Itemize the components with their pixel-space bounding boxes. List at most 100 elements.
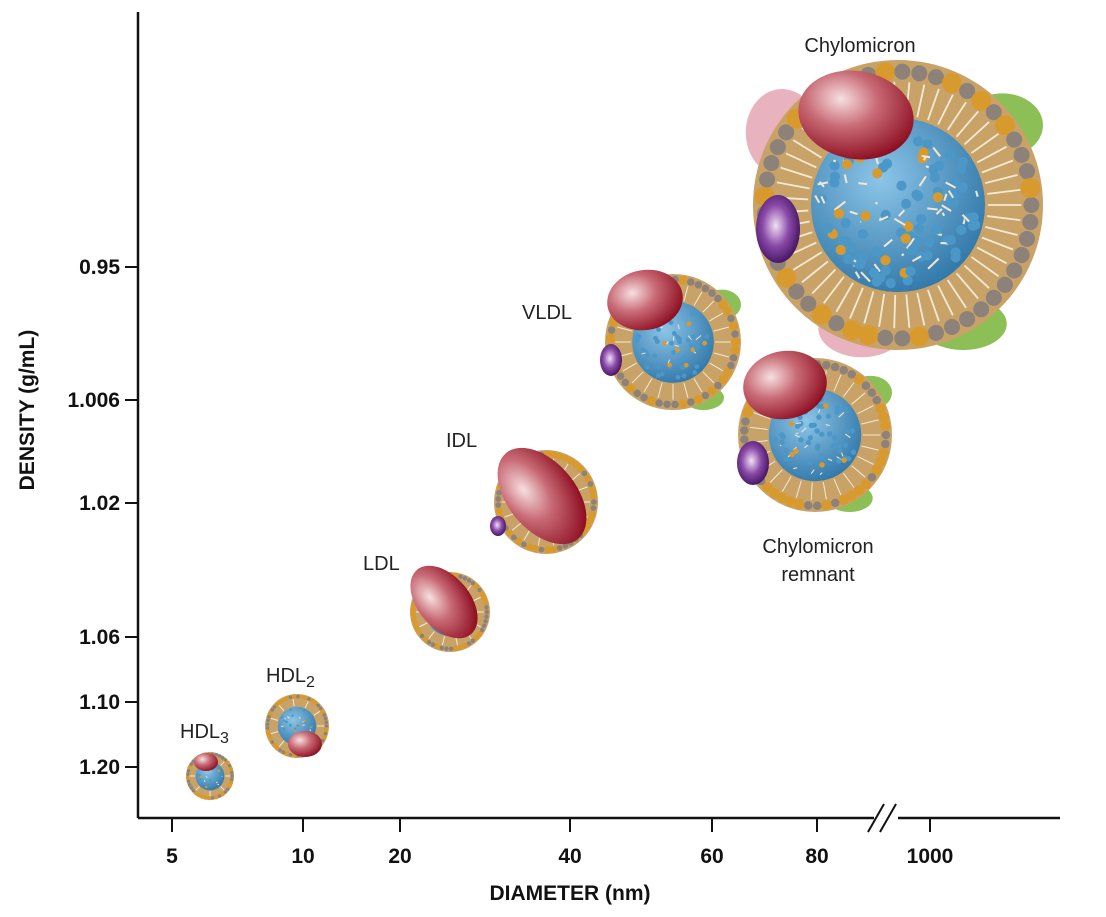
cholesterol-molecule [867, 388, 877, 397]
phospholipid-head [200, 794, 205, 799]
phospholipid-tail [709, 362, 724, 372]
cholesterol-molecule [943, 318, 961, 335]
cholesterol-molecule [186, 772, 190, 776]
phospholipid-tail [927, 88, 940, 121]
core-molecule [831, 435, 838, 441]
phospholipid-head [265, 729, 271, 734]
core-molecule [294, 727, 297, 730]
triglyceride-chain [921, 154, 931, 159]
triglyceride-chain [817, 181, 829, 186]
triglyceride-chain [878, 215, 889, 222]
phospholipid-tail [843, 472, 855, 488]
triglyceride-chain [858, 182, 868, 186]
phospholipid-tail [863, 291, 875, 324]
phospholipid-tail [963, 264, 990, 289]
core-molecule [640, 347, 646, 353]
triglyceride-chain [943, 193, 948, 202]
phospholipid-head [266, 733, 272, 738]
phospholipid-head [589, 492, 597, 500]
core-molecule [967, 220, 978, 231]
y-tick-label: 1.20 [79, 756, 120, 779]
triglyceride-chain [819, 472, 823, 476]
cholesterol-molecule [223, 758, 227, 762]
cholesterol-molecule [186, 779, 191, 783]
phospholipid-head [275, 702, 280, 707]
cholesterol-molecule [439, 645, 445, 651]
cholesterol-molecule [189, 786, 194, 790]
cholesterol-molecule [872, 395, 881, 405]
phospholipid-tail [981, 236, 1014, 251]
label-subscript: 3 [220, 730, 229, 747]
phospholipid-head [214, 795, 219, 800]
core-molecule [913, 223, 925, 234]
phospholipid-head [722, 368, 733, 378]
phospholipid-tail [702, 300, 715, 313]
phospholipid-tail [511, 522, 522, 531]
particle-label-ldl: LDL [363, 553, 400, 575]
phospholipid-head [531, 545, 539, 553]
cholesterol-molecule [496, 489, 502, 496]
cholesterol-molecule [448, 646, 454, 651]
core-molecule [871, 246, 882, 257]
cholesterol-molecule [616, 372, 625, 380]
core-molecule [829, 177, 840, 188]
core-molecule [929, 172, 940, 183]
core-molecule [922, 250, 933, 261]
phospholipid-tail [657, 382, 663, 398]
cholesterol-molecule [803, 501, 813, 510]
core-molecule [850, 449, 857, 455]
phospholipid-head [284, 751, 290, 756]
core-molecule [291, 714, 294, 717]
cholesterol-molecule [847, 370, 856, 379]
triglyceride-chain [941, 212, 946, 217]
phospholipid-head [821, 499, 832, 511]
core-molecule [685, 337, 691, 343]
triglyceride-chain [665, 341, 669, 345]
phospholipid-tail [976, 246, 1008, 265]
phospholipid-tail [835, 282, 854, 313]
triglyceride-chain [833, 200, 847, 211]
triglyceride-chain [874, 201, 879, 205]
core-molecule [819, 431, 825, 438]
cholesterol-molecule [640, 393, 648, 402]
phospholipid-tail [220, 761, 225, 766]
phospholipid-head [473, 634, 480, 641]
phospholipid-head [878, 411, 889, 423]
triglyceride-chain [695, 335, 702, 341]
core-molecule [846, 242, 857, 253]
core-molecule [282, 728, 286, 731]
phospholipid-tail [937, 285, 954, 316]
core-molecule [772, 436, 778, 443]
phospholipid-tail [693, 291, 703, 306]
phospholipid-tail [970, 256, 1000, 277]
particle-label-idl: IDL [446, 430, 477, 452]
cholesterol-molecule [230, 774, 234, 778]
phospholipid-head [769, 487, 780, 499]
phospholipid-head [411, 616, 417, 622]
phospholipid-tail [984, 226, 1018, 236]
phospholipid-head [776, 267, 797, 288]
triglyceride-chain [932, 146, 942, 157]
phospholipid-head [793, 498, 805, 510]
phospholipid-head [299, 694, 304, 700]
core-molecule [217, 769, 221, 773]
phospholipid-tail [785, 152, 817, 169]
cholesterol-molecule [828, 315, 845, 332]
phospholipid-head [322, 734, 327, 740]
cholesterol-molecule [323, 731, 328, 736]
core-molecule [694, 364, 700, 369]
core-molecule [704, 334, 710, 339]
cholesterol-molecule [296, 694, 300, 699]
phospholipid-head [422, 636, 428, 642]
core-molecule [901, 198, 912, 209]
apoprotein-b-icon [288, 731, 322, 757]
triglyceride-chain [911, 255, 922, 263]
phospholipid-head [481, 595, 487, 601]
cholesterol-molecule [655, 399, 663, 407]
triglyceride-chain [832, 159, 837, 163]
phospholipid-tail [916, 84, 926, 118]
cholesterol-molecule [714, 381, 722, 390]
core-molecule [779, 431, 785, 438]
core-molecule [834, 409, 840, 415]
core-molecule [695, 312, 701, 318]
